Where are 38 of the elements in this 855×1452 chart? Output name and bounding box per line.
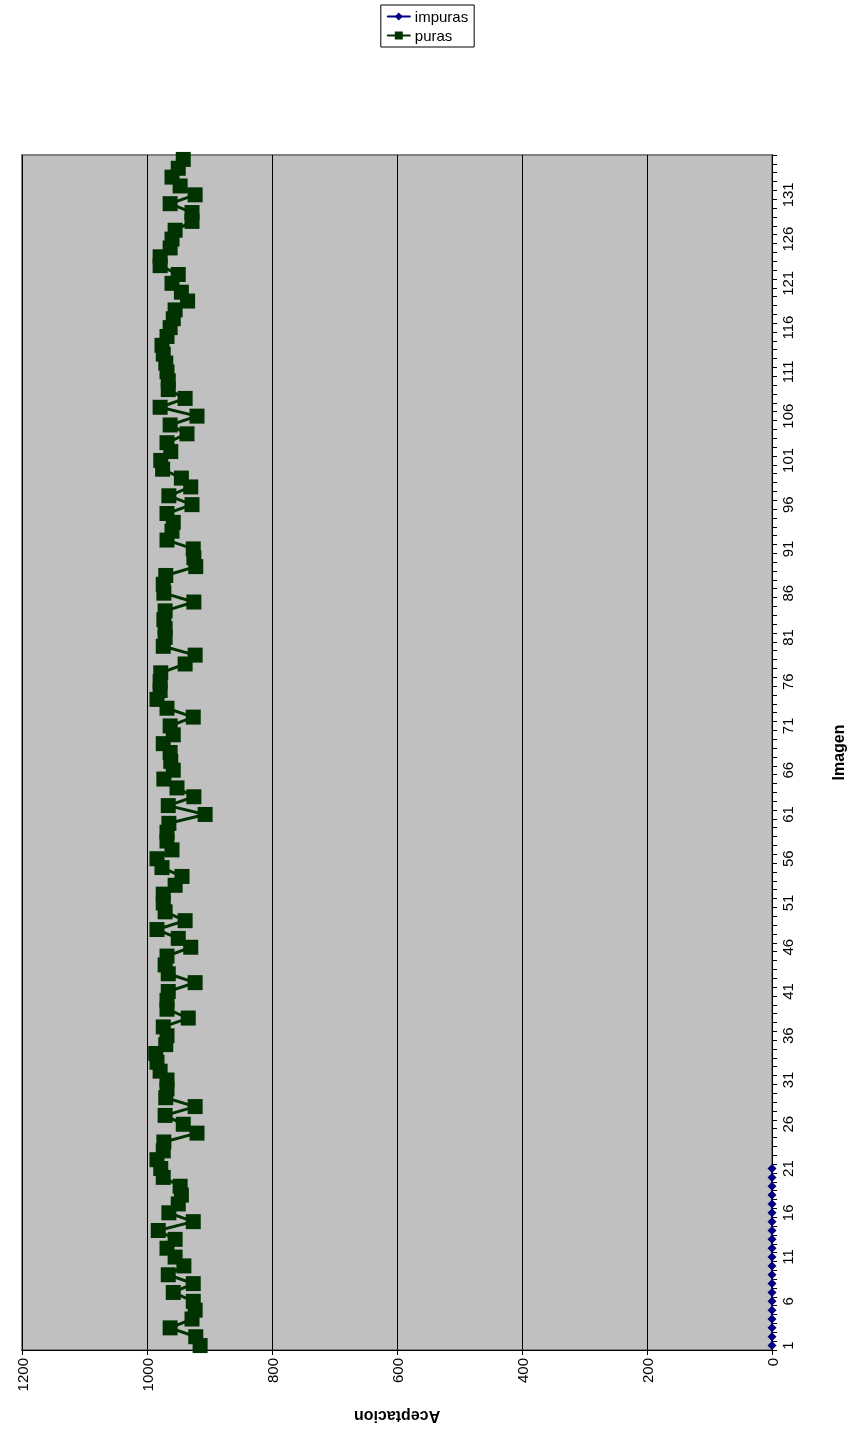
- y-tick-label: 66: [779, 761, 796, 779]
- y-tick-label: 1: [779, 1341, 796, 1350]
- x-tick-label: 1200: [13, 1358, 31, 1392]
- x-tick-label: 400: [513, 1358, 531, 1384]
- y-tick-label: 36: [779, 1027, 796, 1045]
- y-tick-label: 111: [779, 360, 796, 384]
- y-tick-label: 11: [779, 1249, 796, 1265]
- x-tick-label: 600: [388, 1358, 406, 1384]
- x-axis-title: Aceptacion: [353, 1407, 441, 1425]
- y-tick-label: 81: [779, 629, 796, 646]
- y-tick-label: 96: [779, 496, 796, 513]
- y-tick-label: 131: [779, 182, 796, 208]
- y-tick-label: 21: [779, 1160, 796, 1177]
- x-tick-label: 0: [763, 1358, 781, 1367]
- y-tick-label: 126: [779, 226, 796, 252]
- y-tick-label: 86: [779, 584, 796, 602]
- legend-label: puras: [414, 27, 453, 44]
- y-tick-label: 46: [779, 938, 796, 956]
- y-tick-label: 61: [779, 806, 796, 823]
- x-tick-label: 200: [638, 1358, 656, 1384]
- y-tick-label: 101: [779, 447, 796, 473]
- y-tick-label: 71: [779, 717, 796, 735]
- y-tick-label: 16: [779, 1204, 796, 1222]
- y-tick-label: 76: [779, 673, 796, 691]
- y-tick-label: 31: [779, 1071, 796, 1089]
- y-axis-title: Imagen: [829, 724, 847, 781]
- y-tick-label: 6: [779, 1297, 796, 1306]
- legend-label: impuras: [414, 8, 469, 25]
- y-tick-label: 56: [779, 850, 796, 868]
- x-tick-label: 800: [263, 1358, 281, 1384]
- y-tick-label: 41: [779, 983, 796, 1000]
- y-tick-label: 26: [779, 1115, 796, 1133]
- y-tick-label: 51: [779, 894, 796, 912]
- y-tick-label: 121: [779, 270, 796, 296]
- y-tick-label: 116: [779, 315, 796, 340]
- y-tick-label: 91: [779, 540, 796, 558]
- x-tick-label: 1000: [138, 1358, 156, 1392]
- y-tick-label: 106: [779, 403, 796, 429]
